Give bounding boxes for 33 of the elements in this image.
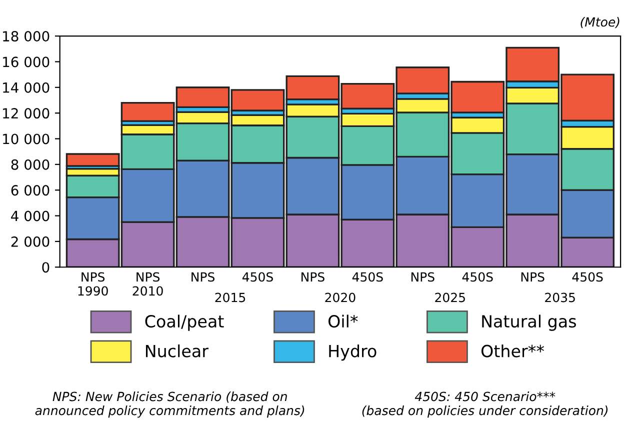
y-tick-label: 14 000 xyxy=(3,82,50,93)
x-tick-label: NPS 1990 xyxy=(78,272,108,296)
y-tick-label: 8 000 xyxy=(11,159,50,170)
x-tick-label: NPS xyxy=(521,272,544,282)
x-tick-label: NPS xyxy=(192,272,214,282)
x-tick-label: NPS xyxy=(411,272,434,282)
text: 2015 xyxy=(215,292,246,302)
text: 2020 xyxy=(325,292,356,302)
legend-label: Hydro xyxy=(329,344,376,361)
text: 2025 xyxy=(435,292,465,302)
y-tick-label: 10 000 xyxy=(3,134,50,144)
legend-label: Coal/peat xyxy=(145,314,224,331)
x-tick-label: 450S xyxy=(242,272,273,282)
legend-label: Oil* xyxy=(328,314,358,328)
x-tick-label: 450S xyxy=(462,272,493,282)
x-tick-label: 450S xyxy=(572,272,603,282)
x-tick-label: 450S xyxy=(352,272,383,282)
x-tick-label: NPS 2010 xyxy=(132,272,163,296)
y-tick-label: 6 000 xyxy=(11,185,50,196)
y-tick-label: 4 000 xyxy=(11,210,50,222)
y-tick-label: 18 000 xyxy=(3,31,50,42)
y-tick-label: 0 xyxy=(42,262,50,273)
text: NPS: New Policies Scenario (based on announced policy commitments and plans) xyxy=(35,392,304,418)
legend-label: Nuclear xyxy=(146,344,208,358)
x-tick-label: NPS xyxy=(302,272,324,282)
y-tick-label: 12 000 xyxy=(3,108,50,119)
y-tick-label: 2 000 xyxy=(11,236,50,247)
y-tick-label: 16 000 xyxy=(3,56,50,68)
legend-label: Natural gas xyxy=(482,314,576,331)
text: 450S: 450 Scenario*** (based on policies under consideration) xyxy=(362,392,608,418)
y-axis-title: (Mtoe) xyxy=(580,17,620,28)
text: 2035 xyxy=(545,292,575,302)
legend-label: Other** xyxy=(481,344,544,358)
